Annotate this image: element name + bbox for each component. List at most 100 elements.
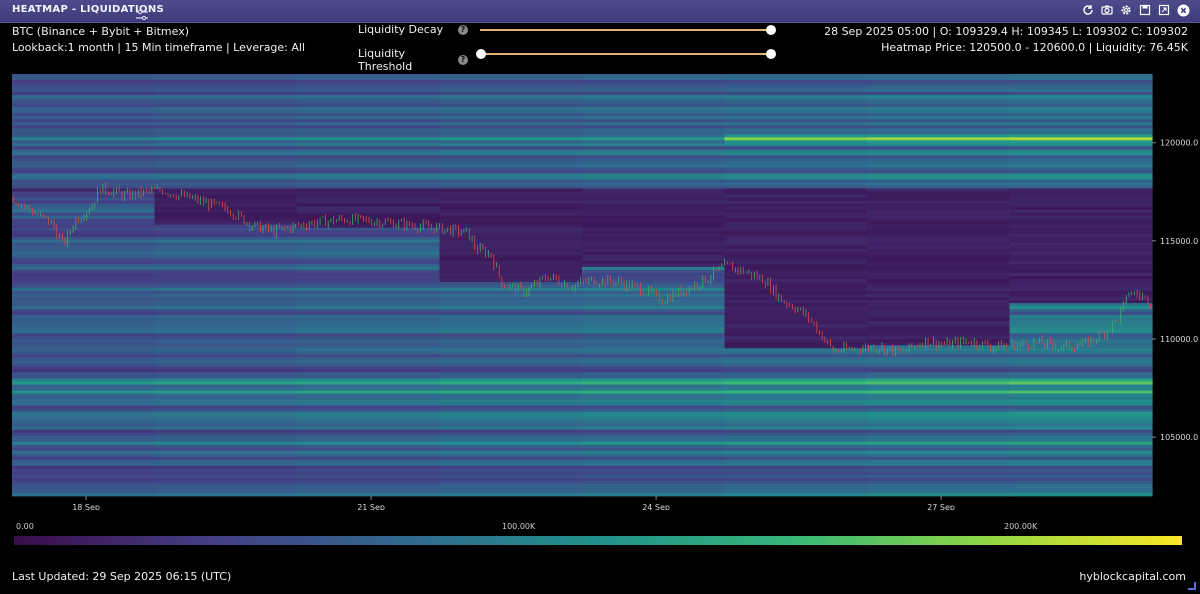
heatmap-cell <box>867 239 1011 244</box>
heatmap-chart[interactable]: 120000.0 115000.0 110000.0 105000.0 18 Sep 2… <box>0 70 1200 510</box>
heatmap-cell <box>439 233 583 238</box>
expand-icon[interactable] <box>1157 3 1171 17</box>
heatmap-cell <box>867 447 1011 452</box>
heatmap-cell <box>297 354 441 358</box>
liquidity-threshold-max-knob[interactable] <box>766 49 776 59</box>
heatmap-cell <box>1009 477 1153 482</box>
heatmap-cell <box>12 170 156 174</box>
heatmap-cell <box>12 309 156 313</box>
ohlc-readout: 28 Sep 2025 05:00 | O: 109329.4 H: 10934… <box>824 25 1188 38</box>
heatmap-cell <box>1009 351 1153 355</box>
heatmap-cell <box>867 233 1011 238</box>
heatmap-cell <box>12 363 156 367</box>
heatmap-cell <box>12 360 156 364</box>
heatmap-cell <box>1009 194 1153 198</box>
gear-icon[interactable] <box>1119 3 1133 17</box>
heatmap-cell <box>867 191 1011 195</box>
heatmap-cell <box>724 86 868 90</box>
liquidity-decay-slider[interactable] <box>480 25 776 35</box>
liquidity-threshold-slider[interactable] <box>476 49 776 59</box>
liquidity-threshold-min-knob[interactable] <box>476 49 486 59</box>
save-icon[interactable] <box>1138 3 1152 17</box>
heatmap-cell <box>724 158 868 162</box>
heatmap-cell <box>582 285 726 289</box>
heatmap-cell <box>1009 381 1153 385</box>
resize-handle[interactable] <box>1188 582 1196 590</box>
heatmap-cell <box>867 318 1011 322</box>
heatmap-cell <box>154 272 298 277</box>
heatmap-cell <box>1009 459 1153 464</box>
heatmap-cell <box>867 206 1011 210</box>
heatmap-cell <box>12 435 156 440</box>
heatmap-cell <box>1009 140 1153 144</box>
time-axis: 18 Sep 21 Sep 24 Sep 27 Sep <box>72 496 955 510</box>
heatmap-cell <box>1009 203 1153 207</box>
heatmap-cell <box>12 378 156 382</box>
heatmap-cell <box>582 269 726 274</box>
heatmap-cell <box>582 456 726 461</box>
heatmap-cell <box>439 411 583 415</box>
heatmap-cell <box>12 468 156 473</box>
help-icon[interactable]: ? <box>458 24 468 35</box>
refresh-icon[interactable] <box>1081 3 1095 17</box>
heatmap-cell <box>867 113 1011 117</box>
heatmap-cell <box>724 408 868 412</box>
heatmap-cell <box>439 321 583 325</box>
heatmap-cell <box>724 80 868 84</box>
heatmap-cell <box>439 239 583 244</box>
heatmap-cell <box>724 324 868 328</box>
camera-icon[interactable] <box>1100 3 1114 17</box>
brand-link[interactable]: hyblockcapital.com <box>1079 570 1186 583</box>
heatmap-cell <box>439 363 583 367</box>
heatmap-cell <box>154 155 298 159</box>
heatmap-cell <box>297 405 441 409</box>
heatmap-cell <box>297 173 441 177</box>
help-icon[interactable]: ? <box>458 55 468 65</box>
heatmap-cell <box>1009 336 1153 340</box>
heatmap-cell <box>1009 245 1153 250</box>
heatmap-cell <box>12 348 156 352</box>
heatmap-cell <box>12 369 156 373</box>
heatmap-cell <box>297 200 441 204</box>
heatmap-cell <box>867 122 1011 126</box>
settings-sliders-icon[interactable] <box>136 5 148 24</box>
heatmap-cell <box>12 191 156 195</box>
heatmap-cell <box>297 327 441 331</box>
heatmap-cell <box>297 122 441 126</box>
heatmap-cell <box>867 158 1011 162</box>
heatmap-cell <box>154 227 298 232</box>
heatmap-cell <box>582 239 726 244</box>
heatmap-cell <box>582 230 726 235</box>
heatmap-cell <box>12 194 156 198</box>
heatmap-cell <box>724 456 868 461</box>
heatmap-cell <box>1009 236 1153 241</box>
heatmap-cell <box>1009 260 1153 265</box>
heatmap-cell <box>154 417 298 421</box>
heatmap-cell <box>297 444 441 449</box>
heatmap-cell <box>867 272 1011 277</box>
heatmap-cell <box>867 294 1011 298</box>
heatmap-cell <box>439 212 583 217</box>
heatmap-cell <box>12 185 156 189</box>
heatmap-cell <box>1009 396 1153 400</box>
heatmap-cell <box>867 179 1011 183</box>
heatmap-cell <box>867 74 1011 78</box>
exchange-label: BTC (Binance + Bybit + Bitmex) <box>12 25 190 38</box>
heatmap-cell <box>582 387 726 391</box>
heatmap-cell <box>867 164 1011 168</box>
heatmap-cell <box>154 95 298 99</box>
heatmap-cell <box>867 116 1011 120</box>
heatmap-cell <box>582 221 726 226</box>
heatmap-cell <box>12 104 156 108</box>
heatmap-cell <box>724 182 868 186</box>
close-icon[interactable] <box>1176 3 1190 17</box>
heatmap-cell <box>1009 321 1153 325</box>
heatmap-cell <box>582 254 726 259</box>
liquidity-decay-knob[interactable] <box>766 25 776 35</box>
heatmap-cell <box>1009 143 1153 147</box>
heatmap-cell <box>1009 272 1153 277</box>
heatmap-cell <box>1009 212 1153 217</box>
heatmap-cell <box>297 104 441 108</box>
heatmap-cell <box>12 77 156 81</box>
heatmap-cell <box>439 441 583 446</box>
